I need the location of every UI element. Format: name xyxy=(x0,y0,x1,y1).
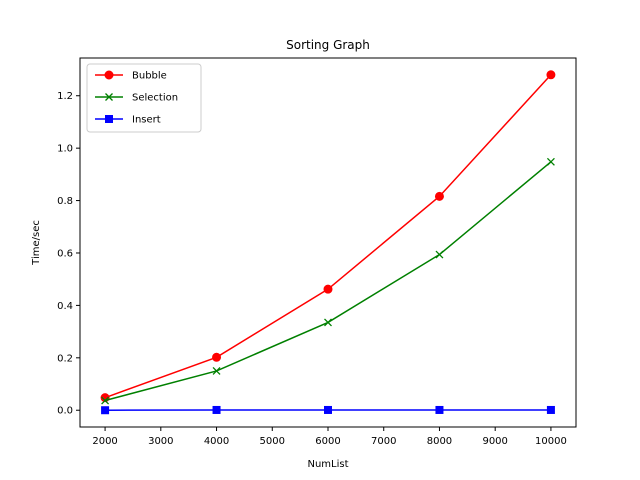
data-point-selection xyxy=(435,250,444,259)
y-tick-label: 1.2 xyxy=(57,91,73,102)
x-marker-stroke xyxy=(546,157,555,166)
x-marker-stroke xyxy=(435,250,444,259)
data-point-insert xyxy=(435,405,444,414)
y-axis-label: Time/sec xyxy=(31,220,42,266)
x-tick-label: 4000 xyxy=(204,436,229,447)
x-tick-label: 3000 xyxy=(148,436,173,447)
x-marker-stroke xyxy=(101,396,110,405)
series-insert xyxy=(101,405,555,415)
data-point-selection xyxy=(324,318,332,327)
chart-title: Sorting Graph xyxy=(286,38,370,52)
legend-item-insert: Insert xyxy=(95,115,161,126)
x-tick-label: 7000 xyxy=(371,436,396,447)
y-tick-label: 0.2 xyxy=(57,353,73,364)
legend: Bubble Selection Insert xyxy=(86,63,202,133)
data-point-bubble xyxy=(546,70,556,80)
legend-label-bubble: Bubble xyxy=(132,71,167,82)
x-tick-label: 6000 xyxy=(315,436,340,447)
x-tick-label: 8000 xyxy=(427,436,452,447)
series-bubble xyxy=(100,70,556,403)
data-point-selection xyxy=(546,157,555,166)
data-point-insert xyxy=(324,405,332,414)
y-tick-label: 0.6 xyxy=(57,248,73,259)
y-tick-label: 0.0 xyxy=(57,406,73,417)
x-axis-label: NumList xyxy=(307,459,348,470)
data-point-bubble xyxy=(212,352,222,362)
series-selection xyxy=(101,157,555,405)
legend-box xyxy=(86,63,202,133)
legend-label-insert: Insert xyxy=(132,115,161,126)
data-point-selection xyxy=(101,396,110,405)
x-marker-stroke xyxy=(105,93,113,101)
y-axis: 0.0 0.2 0.4 0.6 0.8 1.0 1.2 xyxy=(57,91,80,417)
data-point-insert xyxy=(546,405,555,414)
legend-item-bubble: Bubble xyxy=(95,70,167,82)
y-tick-label: 0.4 xyxy=(57,301,73,312)
x-tick-label: 9000 xyxy=(482,436,507,447)
data-point-insert xyxy=(212,405,221,414)
legend-marker-bubble xyxy=(104,70,114,80)
y-tick-label: 1.0 xyxy=(57,144,73,155)
series-layer xyxy=(100,70,556,415)
x-marker-stroke xyxy=(212,366,221,375)
data-point-bubble xyxy=(434,191,444,201)
y-tick-label: 0.8 xyxy=(57,196,73,207)
data-point-bubble xyxy=(323,284,333,294)
data-point-insert xyxy=(101,406,110,415)
x-tick-label: 10000 xyxy=(535,436,567,447)
legend-marker-insert xyxy=(105,115,113,123)
x-tick-label: 5000 xyxy=(260,436,285,447)
legend-marker-selection xyxy=(105,93,113,101)
x-axis: 2000 3000 4000 5000 6000 7000 8000 9000 10000 xyxy=(92,427,567,447)
data-point-selection xyxy=(212,366,221,375)
legend-label-selection: Selection xyxy=(132,93,178,104)
x-marker-stroke xyxy=(324,318,332,327)
legend-item-selection: Selection xyxy=(95,93,178,104)
x-tick-label: 2000 xyxy=(92,436,117,447)
